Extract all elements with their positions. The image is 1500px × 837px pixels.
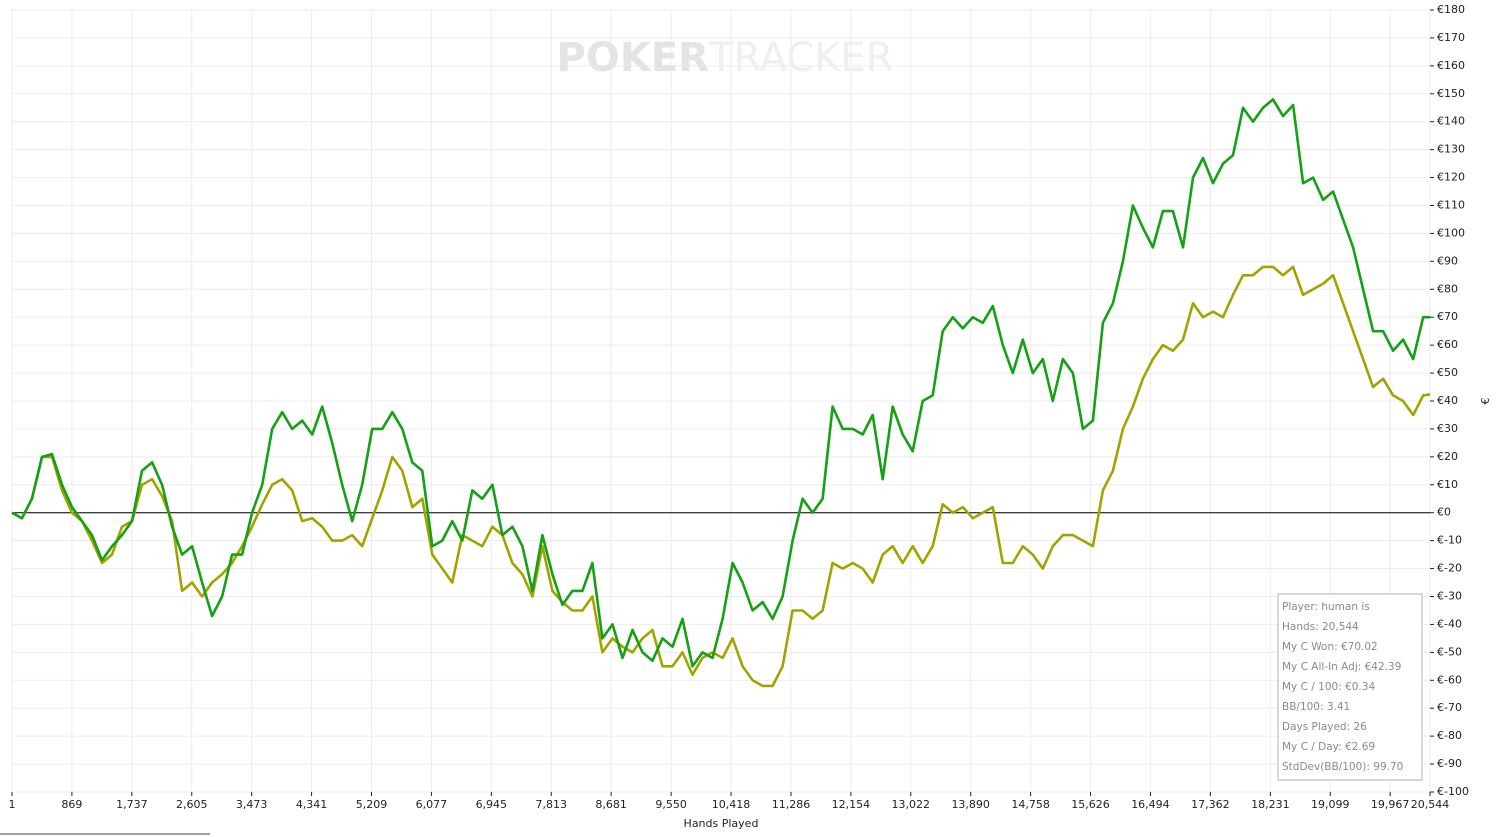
watermark-a: POKER (557, 35, 709, 81)
x-tick-label: 18,231 (1251, 798, 1290, 811)
info-line: My C / 100: €0.34 (1282, 681, 1375, 693)
y-tick-label: €-80 (1437, 729, 1462, 742)
y-axis-label: € (1479, 398, 1492, 405)
y-tick-label: €30 (1437, 422, 1458, 435)
x-tick-label: 19,967 (1371, 798, 1410, 811)
info-line: Player: human is (1282, 601, 1370, 613)
x-tick-label: 9,550 (655, 798, 687, 811)
y-tick-label: €90 (1437, 254, 1458, 267)
y-tick-label: €20 (1437, 450, 1458, 463)
y-tick-label: €110 (1437, 199, 1465, 212)
y-tick-label: €-50 (1437, 645, 1462, 658)
y-tick-label: €0 (1437, 506, 1451, 519)
x-tick-label: 13,890 (951, 798, 990, 811)
x-tick-label: 10,418 (712, 798, 751, 811)
x-tick-label: 20,544 (1411, 798, 1450, 811)
y-tick-label: €70 (1437, 310, 1458, 323)
info-line: Days Played: 26 (1282, 721, 1367, 733)
x-tick-label: 14,758 (1011, 798, 1050, 811)
info-line: My C All-In Adj: €42.39 (1282, 661, 1401, 673)
y-tick-label: €160 (1437, 59, 1465, 72)
x-tick-label: 6,945 (476, 798, 508, 811)
y-tick-label: €180 (1437, 3, 1465, 16)
x-tick-label: 11,286 (772, 798, 811, 811)
y-tick-label: €10 (1437, 478, 1458, 491)
y-tick-label: €120 (1437, 171, 1465, 184)
x-tick-label: 869 (61, 798, 82, 811)
x-tick-label: 15,626 (1071, 798, 1110, 811)
x-tick-label: 2,605 (176, 798, 208, 811)
x-tick-label: 4,341 (296, 798, 328, 811)
y-tick-label: €-10 (1437, 534, 1462, 547)
y-tick-label: €-100 (1437, 785, 1469, 798)
y-tick-label: €-40 (1437, 617, 1462, 630)
info-line: Hands: 20,544 (1282, 621, 1359, 633)
y-tick-label: €150 (1437, 87, 1465, 100)
x-tick-label: 13,022 (892, 798, 931, 811)
y-tick-label: €80 (1437, 282, 1458, 295)
info-line: My C Won: €70.02 (1282, 641, 1378, 653)
x-tick-label: 16,494 (1131, 798, 1170, 811)
info-line: My C / Day: €2.69 (1282, 741, 1375, 753)
y-tick-label: €-90 (1437, 757, 1462, 770)
series-line (11, 265, 1431, 688)
x-tick-label: 3,473 (236, 798, 268, 811)
x-tick-label: 19,099 (1311, 798, 1350, 811)
x-tick-label: 6,077 (416, 798, 448, 811)
y-tick-label: €40 (1437, 394, 1458, 407)
x-tick-label: 1,737 (116, 798, 148, 811)
info-box (1277, 593, 1423, 781)
y-tick-label: €100 (1437, 226, 1465, 239)
info-line: BB/100: 3.41 (1282, 701, 1350, 713)
watermark: POKERTRACKER (557, 35, 894, 81)
y-tick-label: €170 (1437, 31, 1465, 44)
x-tick-label: 5,209 (356, 798, 388, 811)
y-tick-label: €-70 (1437, 701, 1462, 714)
y-tick-label: €-60 (1437, 673, 1462, 686)
watermark-b: TRACKER (708, 35, 894, 81)
y-tick-label: €-20 (1437, 562, 1462, 575)
y-tick-label: €60 (1437, 338, 1458, 351)
x-tick-label: 8,681 (595, 798, 627, 811)
y-tick-label: €50 (1437, 366, 1458, 379)
x-tick-label: 17,362 (1191, 798, 1230, 811)
x-tick-label: 1 (9, 798, 16, 811)
y-tick-label: €-30 (1437, 590, 1462, 603)
x-axis-label: Hands Played (684, 817, 759, 830)
y-tick-label: €130 (1437, 143, 1465, 156)
y-tick-label: €140 (1437, 115, 1465, 128)
series-line (11, 98, 1430, 668)
info-line: StdDev(BB/100): 99.70 (1282, 761, 1403, 773)
x-tick-label: 7,813 (535, 798, 567, 811)
x-tick-label: 12,154 (832, 798, 871, 811)
